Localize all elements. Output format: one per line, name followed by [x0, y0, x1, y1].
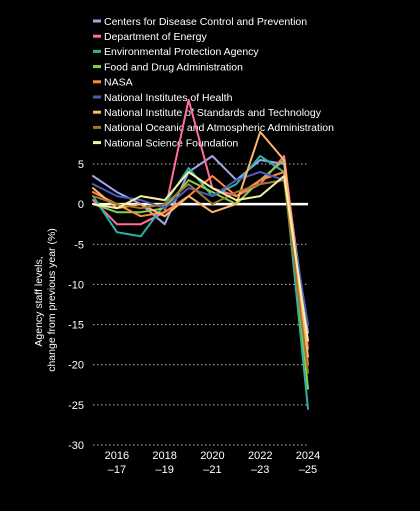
y-axis-ticks: 5 0 -5 -10 -15 -20 -25 -30	[68, 159, 84, 452]
x-axis-ticks: 2016 –17 2018 –19 2020 –21 2022 –23 2024 –25	[105, 450, 321, 476]
y-tick-label: -15	[68, 320, 84, 332]
legend-label: NASA	[104, 77, 133, 89]
series-line	[92, 171, 309, 326]
legend-label: National Science Foundation	[104, 137, 238, 149]
x-tick-label: 2018	[152, 450, 176, 462]
legend-label: Centers for Disease Control and Preventi…	[104, 16, 307, 28]
series-line	[92, 171, 309, 342]
series-line	[92, 155, 309, 410]
y-axis-title-line-2: change from previous year (%)	[46, 228, 58, 372]
y-axis-title: Agency staff levels, change from previou…	[33, 228, 58, 372]
legend-label: Food and Drug Administration	[104, 61, 243, 73]
y-tick-label: -25	[68, 400, 84, 412]
legend-label: Department of Energy	[104, 31, 207, 43]
legend-label: National Institutes of Health	[104, 92, 233, 104]
x-tick-label: 2022	[248, 450, 272, 462]
y-tick-label: -5	[74, 239, 84, 251]
y-tick-label: -30	[68, 440, 84, 452]
y-tick-label: -20	[68, 360, 84, 372]
legend: Centers for Disease Control and Preventi…	[93, 16, 334, 149]
y-axis-title-line-1: Agency staff levels,	[33, 256, 45, 346]
series-lines	[92, 98, 309, 410]
legend-label: National Oceanic and Atmospheric Adminis…	[104, 122, 334, 134]
x-tick-label: 2024	[296, 450, 320, 462]
legend-label: Environmental Protection Agency	[104, 46, 259, 58]
x-tick-label-suffix: –21	[203, 464, 221, 476]
y-tick-label: -10	[68, 279, 84, 291]
legend-label: National Institute of Standards and Tech…	[104, 107, 322, 119]
y-tick-label: 0	[78, 199, 84, 211]
x-tick-label: 2020	[200, 450, 224, 462]
x-tick-label: 2016	[105, 450, 129, 462]
x-tick-label-suffix: –23	[251, 464, 269, 476]
x-tick-label-suffix: –17	[108, 464, 126, 476]
x-tick-label-suffix: –25	[299, 464, 317, 476]
y-tick-label: 5	[78, 159, 84, 171]
series-line	[92, 171, 309, 366]
series-line	[92, 179, 309, 374]
x-tick-label-suffix: –19	[155, 464, 173, 476]
